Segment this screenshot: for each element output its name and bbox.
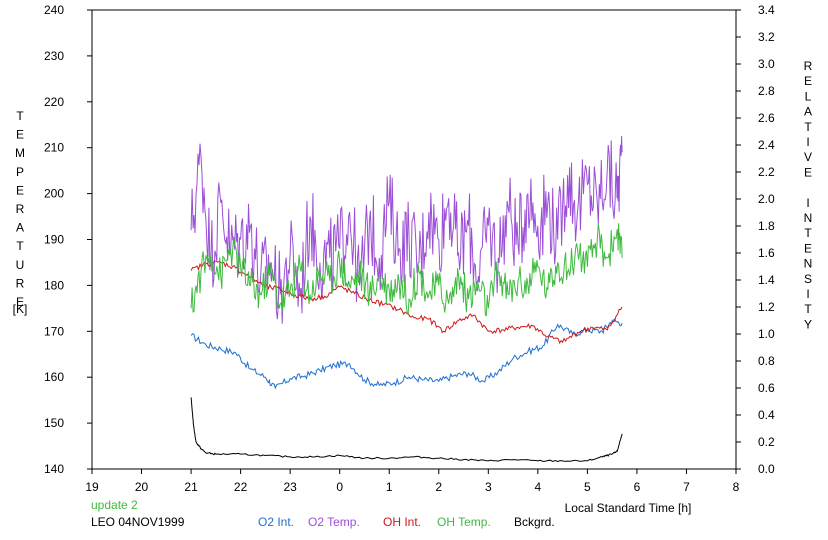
- station-label: LEO 04NOV1999: [91, 515, 185, 529]
- series-line-bckgrd: [190, 397, 623, 463]
- right-tick-label: 1.0: [758, 327, 775, 341]
- right-tick-label: 0.8: [758, 354, 775, 368]
- right-axis-title-char: I: [806, 135, 809, 149]
- left-axis-title-char: T: [16, 109, 24, 123]
- right-axis-title-char: L: [805, 89, 812, 103]
- left-axis-title-char: E: [16, 295, 24, 309]
- x-tick-label: 5: [584, 480, 591, 494]
- series-line-oh-temp: [190, 223, 623, 317]
- right-axis-title-char: Y: [804, 317, 812, 331]
- x-tick-label: 4: [535, 480, 542, 494]
- right-axis-title-char: I: [806, 196, 809, 210]
- legend-entry: O2 Int.: [258, 515, 294, 529]
- right-axis-title-char: T: [804, 226, 812, 240]
- update-label: update 2: [91, 498, 138, 512]
- right-tick-label: 3.2: [758, 30, 775, 44]
- series-line-o2-int: [190, 318, 623, 390]
- x-tick-label: 3: [485, 480, 492, 494]
- right-tick-label: 0.2: [758, 435, 775, 449]
- left-axis-title-char: E: [16, 183, 24, 197]
- plot-frame: [91, 9, 737, 470]
- right-tick-label: 0.4: [758, 408, 775, 422]
- left-axis-unit: [K]: [13, 302, 28, 316]
- right-tick-label: 2.8: [758, 84, 775, 98]
- left-tick-label: 150: [44, 416, 64, 430]
- series-line-oh-int: [190, 260, 623, 345]
- legend-entry: OH Int.: [383, 515, 421, 529]
- right-tick-label: 3.0: [758, 57, 775, 71]
- left-tick-label: 230: [44, 49, 64, 63]
- x-axis-label: Local Standard Time [h]: [565, 501, 692, 515]
- x-tick-label: 23: [283, 480, 297, 494]
- series-layer: [190, 135, 623, 463]
- x-tick-label: 1: [386, 480, 393, 494]
- x-tick-label: 22: [234, 480, 248, 494]
- right-axis-title-char: E: [804, 165, 812, 179]
- right-tick-label: 0.6: [758, 381, 775, 395]
- right-axis-title-char: E: [804, 241, 812, 255]
- legend-entry: Bckgrd.: [514, 515, 555, 529]
- legend-entry: OH Temp.: [437, 515, 491, 529]
- right-axis-title-char: R: [804, 59, 813, 73]
- left-tick-label: 240: [44, 3, 64, 17]
- x-tick-label: 7: [683, 480, 690, 494]
- right-tick-label: 1.8: [758, 219, 775, 233]
- right-axis-title-char: T: [804, 120, 812, 134]
- left-tick-label: 210: [44, 141, 64, 155]
- x-tick-label: 21: [184, 480, 198, 494]
- left-tick-label: 180: [44, 278, 64, 292]
- right-axis-title-char: T: [804, 302, 812, 316]
- left-tick-label: 170: [44, 324, 64, 338]
- right-tick-label: 2.4: [758, 138, 775, 152]
- right-tick-label: 1.2: [758, 300, 775, 314]
- right-tick-label: 1.6: [758, 246, 775, 260]
- series-line-o2-temp: [190, 135, 623, 324]
- right-axis-title-char: V: [804, 150, 812, 164]
- right-tick-label: 3.4: [758, 3, 775, 17]
- right-axis-title-char: N: [804, 211, 813, 225]
- axis-layer: 19 20 21 22 23 0 1 2 3 4 5 6 7 8140150160170180190200…: [44, 3, 775, 494]
- left-tick-label: 220: [44, 95, 64, 109]
- left-tick-label: 160: [44, 370, 64, 384]
- right-axis-title-char: I: [806, 287, 809, 301]
- right-tick-label: 2.0: [758, 192, 775, 206]
- right-tick-label: 0.0: [758, 462, 775, 476]
- right-tick-label: 2.6: [758, 111, 775, 125]
- left-axis-title-char: R: [16, 202, 25, 216]
- right-axis-title-char: S: [804, 272, 812, 286]
- x-tick-label: 2: [435, 480, 442, 494]
- left-axis-title-char: R: [16, 276, 25, 290]
- x-tick-label: 20: [135, 480, 149, 494]
- x-tick-label: 8: [733, 480, 740, 494]
- left-axis-title-char: T: [16, 239, 24, 253]
- left-axis-title-char: P: [16, 165, 24, 179]
- left-tick-label: 200: [44, 187, 64, 201]
- x-tick-label: 6: [634, 480, 641, 494]
- right-axis-title-char: N: [804, 257, 813, 271]
- legend: O2 Int. O2 Temp. OH Int. OH Temp. Bckgrd.: [258, 515, 555, 529]
- right-axis-title-char: A: [804, 105, 812, 119]
- right-tick-label: 2.2: [758, 165, 775, 179]
- left-axis-title-char: U: [16, 258, 25, 272]
- right-tick-label: 1.4: [758, 273, 775, 287]
- x-tick-label: 19: [85, 480, 99, 494]
- x-tick-label: 0: [336, 480, 343, 494]
- right-axis-title-char: E: [804, 74, 812, 88]
- left-tick-label: 190: [44, 233, 64, 247]
- left-axis-title-char: A: [16, 221, 24, 235]
- legend-entry: O2 Temp.: [308, 515, 360, 529]
- left-tick-label: 140: [44, 462, 64, 476]
- left-axis-title-char: E: [16, 128, 24, 142]
- left-axis-title-char: M: [15, 146, 25, 160]
